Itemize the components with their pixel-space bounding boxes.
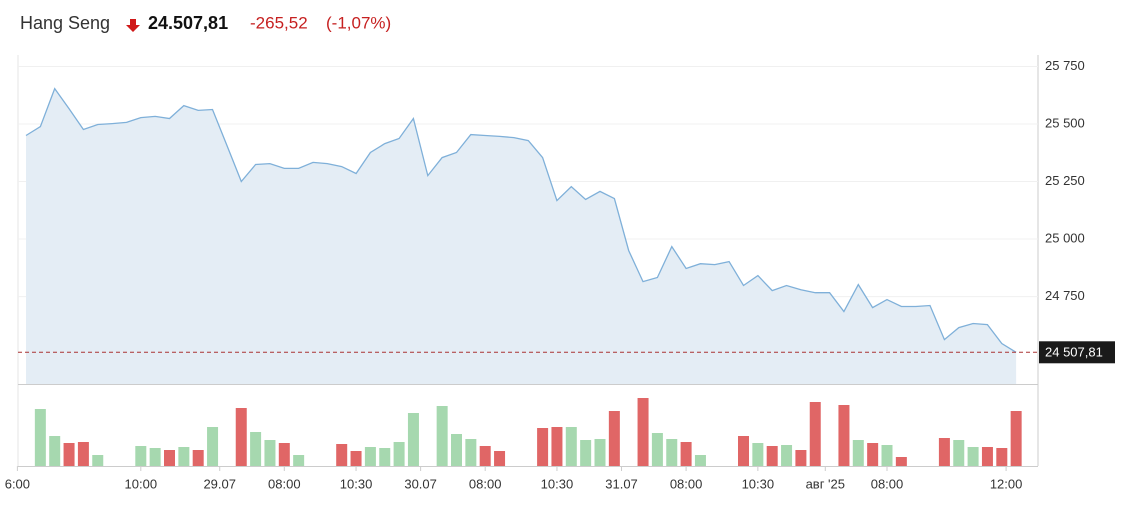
volume-bar: [953, 440, 965, 466]
volume-bar: [608, 411, 620, 466]
volume-bar: [451, 434, 462, 466]
price-area: [26, 88, 1017, 384]
volume-bar: [838, 405, 850, 466]
volume-bar: [379, 448, 391, 466]
y-tick-label: 25 750: [1045, 58, 1085, 73]
x-tick-label: 10:30: [742, 476, 775, 491]
volume-bar: [178, 447, 190, 466]
volume-bar: [967, 447, 979, 466]
x-tick-label: 30.07: [404, 476, 437, 491]
volume-bar: [407, 413, 419, 466]
price-line: [25, 87, 1017, 353]
volume-bar: [63, 443, 75, 466]
volume-bar: [637, 398, 649, 466]
volume-bar: [1010, 411, 1022, 466]
y-tick-label: 24 750: [1045, 288, 1085, 303]
x-tick-label: авг '25: [806, 476, 845, 491]
volume-bar: [680, 442, 692, 466]
volume-bar: [565, 427, 577, 466]
volume-bar: [580, 440, 592, 466]
volume-bar: [293, 455, 305, 466]
index-name: Hang Seng: [20, 13, 110, 33]
volume-bar: [494, 451, 506, 466]
volume-bar: [694, 455, 706, 466]
change: -265,52: [250, 13, 308, 32]
volume-bar: [752, 443, 764, 466]
change-pct: (-1,07%): [326, 13, 391, 32]
volume-bar: [594, 439, 606, 466]
price-tag: [1039, 341, 1115, 364]
y-tick-label: 25 500: [1045, 115, 1085, 130]
volume-bar: [336, 444, 348, 466]
volume-bar: [766, 446, 778, 466]
volume-bar: [264, 440, 276, 466]
volume-bar: [852, 440, 864, 466]
volume-bar: [938, 438, 950, 466]
volume-bar: [77, 442, 89, 466]
volume-bar: [651, 433, 663, 466]
volume-bar: [135, 446, 147, 466]
volume-bar: [895, 457, 907, 466]
x-tick-label: 10:30: [340, 476, 373, 491]
volume-bar: [250, 432, 262, 466]
volume-bar: [465, 439, 477, 466]
x-tick-label: 08:00: [469, 476, 502, 491]
volume-bar: [364, 447, 376, 466]
volume-bar: [350, 451, 362, 466]
volume-bar: [436, 406, 448, 466]
volume-bar: [393, 442, 405, 466]
x-tick-label: 31.07: [605, 476, 638, 491]
x-tick-label: 29.07: [203, 476, 236, 491]
x-tick-label: 08:00: [871, 476, 904, 491]
volume-bar: [278, 443, 290, 466]
x-tick-label: 08:00: [268, 476, 301, 491]
down-arrow: [126, 19, 140, 32]
y-tick-label: 25 250: [1045, 173, 1085, 188]
volume-bar: [738, 436, 749, 466]
volume-bar: [666, 439, 678, 466]
volume-bar: [809, 402, 821, 466]
volume-bar: [781, 445, 793, 466]
volume-bar: [235, 408, 247, 466]
x-tick-label: 08:00: [670, 476, 703, 491]
price-tag-label: 24 507,81: [1045, 345, 1103, 360]
volume-bar: [192, 450, 204, 466]
volume-bar: [92, 455, 104, 466]
y-tick-label: 25 000: [1045, 230, 1085, 245]
x-tick-label: 10:00: [125, 476, 158, 491]
volume-bar: [537, 428, 549, 466]
volume-bar: [551, 427, 563, 466]
volume-bar: [795, 450, 807, 466]
volume-bar: [164, 450, 175, 466]
x-tick-label: 10:30: [541, 476, 574, 491]
volume-bar: [996, 448, 1008, 466]
volume-bar: [479, 446, 491, 466]
x-tick-label: 12:00: [990, 476, 1023, 491]
volume-bar: [34, 409, 46, 466]
volume-bar: [49, 436, 61, 466]
volume-bar: [207, 427, 219, 466]
price: 24.507,81: [148, 13, 228, 33]
volume-bar: [867, 443, 879, 466]
x-tick-label: 6:00: [5, 476, 30, 491]
volume-bar: [881, 445, 893, 466]
volume-bar: [149, 448, 161, 466]
volume-bar: [981, 447, 993, 466]
